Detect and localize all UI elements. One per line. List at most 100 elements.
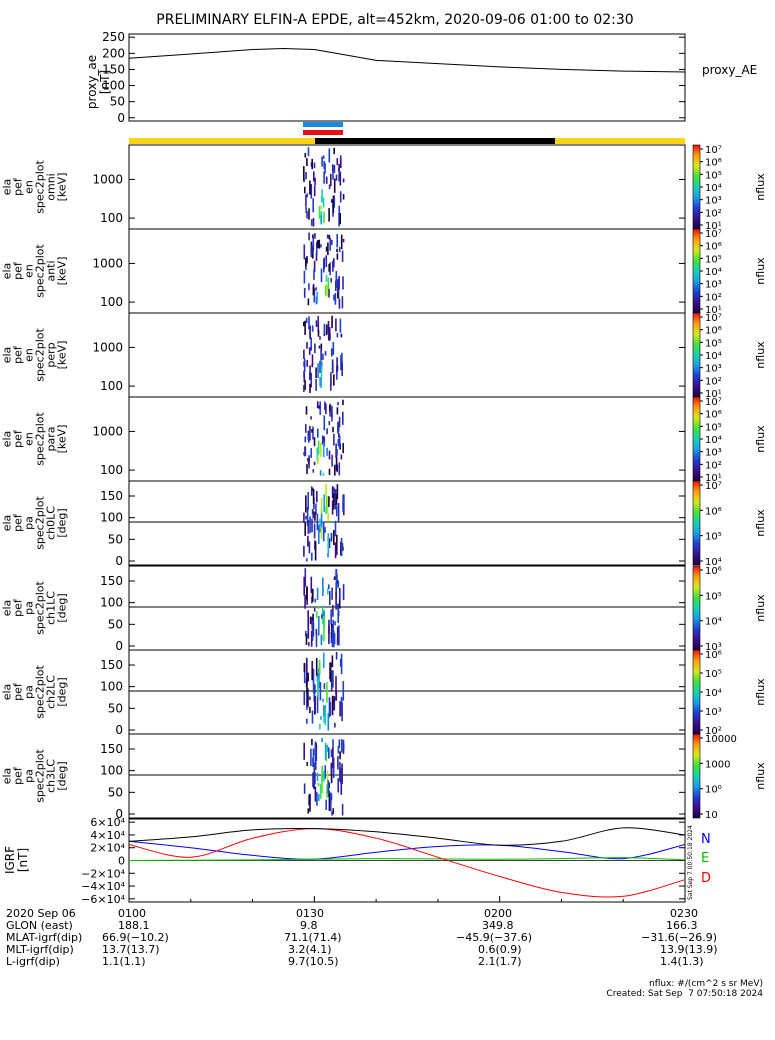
spectrogram-cell — [335, 569, 338, 589]
colorbar-gradient — [692, 733, 701, 819]
spectrogram-cell — [339, 701, 341, 717]
spectrogram-cell — [327, 277, 330, 290]
colorbar-tick-label: 10⁴ — [705, 688, 722, 699]
igrf-series-n — [128, 840, 686, 860]
spectrogram-cell — [334, 489, 337, 510]
panel-ylabel-line: pef — [12, 766, 25, 785]
panel-ytick-label: 1000 — [92, 172, 123, 186]
spectrogram-cell — [342, 739, 345, 754]
spectrogram-cell — [310, 337, 312, 351]
spectrogram-cell — [328, 625, 330, 644]
spectrogram-cell — [340, 333, 343, 338]
spectrogram-cell — [335, 174, 338, 181]
spectrogram-cell — [320, 215, 323, 224]
spectrogram-cell — [318, 345, 321, 349]
colorbar-tick-label: 10³ — [705, 642, 722, 653]
spectrogram-cell — [329, 238, 331, 251]
spectrogram-cell — [326, 770, 329, 784]
spectrogram-cell — [305, 631, 307, 637]
spectrogram-cell — [322, 587, 324, 593]
spectrogram-panel-7: 050100150elapefpaspec2plotch2LC[deg]10²1… — [1, 649, 767, 737]
proxy-ae-y-ticks: 0 50 100 150 200 250 — [102, 30, 685, 125]
spectrogram-cell — [311, 325, 314, 332]
spectrogram-panel-6: 050100150elapefpaspec2plotch1LC[deg]10³1… — [1, 565, 767, 653]
spectrogram-cell — [303, 512, 305, 523]
spectrogram-cell — [328, 794, 331, 811]
ephemeris-table: 2020 Sep 06 0100 0130 0200 0230 GLON (ea… — [6, 908, 766, 968]
panel-ytick-label: 100 — [100, 379, 123, 393]
spectrogram-cell — [340, 780, 343, 795]
panel-ylabel-line: ela — [1, 179, 14, 196]
spectrogram-cell — [327, 553, 329, 558]
colorbar-tick-label: 10⁵ — [705, 254, 722, 265]
spectrogram-cell — [307, 147, 310, 157]
spectrogram-cell — [330, 199, 333, 203]
spectrogram-cell — [340, 538, 343, 557]
spectrogram-cell — [313, 523, 316, 539]
status-bar-blue — [303, 122, 343, 127]
proxy-ae-ytick-label: 250 — [102, 30, 125, 44]
spectrogram-cell — [324, 163, 326, 174]
spectrogram-cell — [326, 682, 328, 703]
spectrogram-cell — [321, 614, 323, 619]
footer-row-l: L-igrf(dip) 1.1(1.1) 9.7(10.5) 2.1(1.7) … — [6, 956, 766, 968]
spectrogram-cell — [323, 770, 325, 782]
spectrogram-cell — [329, 792, 332, 812]
igrf-series-e — [128, 857, 686, 861]
spectrogram-cell — [336, 253, 339, 260]
spectrogram-cell — [340, 653, 343, 675]
igrf-ytick-label: −2×10⁴ — [81, 867, 125, 880]
status-bars — [129, 122, 685, 144]
spectrogram-cell — [322, 698, 324, 703]
spectrogram-cell — [308, 642, 310, 647]
time-0100: 0100 — [118, 907, 146, 920]
spectrogram-cell — [328, 496, 330, 507]
spectrogram-cell — [305, 495, 307, 513]
spectrogram-cell — [327, 780, 330, 794]
spectrogram-cell — [319, 470, 322, 476]
panel-ylabel-line: pa — [23, 685, 36, 699]
spectrogram-cell — [321, 737, 323, 743]
spectrogram-cell — [329, 662, 332, 682]
spectrogram-cell — [332, 426, 334, 433]
proxy-ae-ytick-label: 100 — [102, 79, 125, 93]
spectrogram-cell — [323, 611, 325, 617]
panel-ylabel-line: ela — [1, 768, 14, 785]
spectrogram-cell — [303, 663, 306, 684]
panel-ytick-label: 0 — [115, 639, 123, 653]
spectrogram-cell — [339, 191, 342, 203]
spectrogram-cell — [333, 258, 335, 268]
panel-ytick-label: 50 — [108, 701, 123, 715]
spectrogram-cell — [328, 468, 331, 476]
spectrogram-cell — [324, 765, 326, 779]
spectrogram-cell — [319, 784, 322, 800]
spectrogram-cell — [331, 454, 333, 467]
colorbar-tick-label: 10³ — [705, 196, 722, 207]
igrf-legend-e: E — [701, 851, 709, 866]
colorbar-7: 10² 10³ 10⁴ 10⁵ 10⁶ nflux — [692, 649, 767, 737]
spectrogram-cell — [324, 401, 326, 410]
panel-ytick-label: 100 — [100, 295, 123, 309]
spectrogram-cell — [323, 160, 325, 169]
time-0230: 0230 — [670, 907, 698, 920]
spectrogram-cell — [320, 377, 322, 388]
spectrogram-cell — [332, 170, 334, 180]
status-bar-red — [303, 130, 343, 135]
panel-ytick-label: 100 — [100, 596, 123, 610]
spectrogram-cell — [322, 353, 324, 360]
spectrogram-cell — [341, 296, 344, 309]
spectrogram-cell — [326, 284, 328, 297]
spectrogram-cell — [341, 352, 343, 364]
spectrogram-cell — [323, 683, 326, 689]
spectrogram-cell — [312, 238, 315, 251]
spectrogram-cell — [335, 505, 338, 517]
spectrogram-cell — [311, 552, 313, 561]
spectrogram-cell — [323, 436, 326, 447]
spectrogram-cell — [328, 264, 330, 272]
spectrogram-cell — [325, 255, 327, 260]
spectrogram-cell — [334, 464, 336, 476]
spectrogram-cell — [316, 491, 318, 502]
spectrogram-cell — [331, 315, 333, 329]
panel-ytick-label: 150 — [100, 658, 123, 672]
